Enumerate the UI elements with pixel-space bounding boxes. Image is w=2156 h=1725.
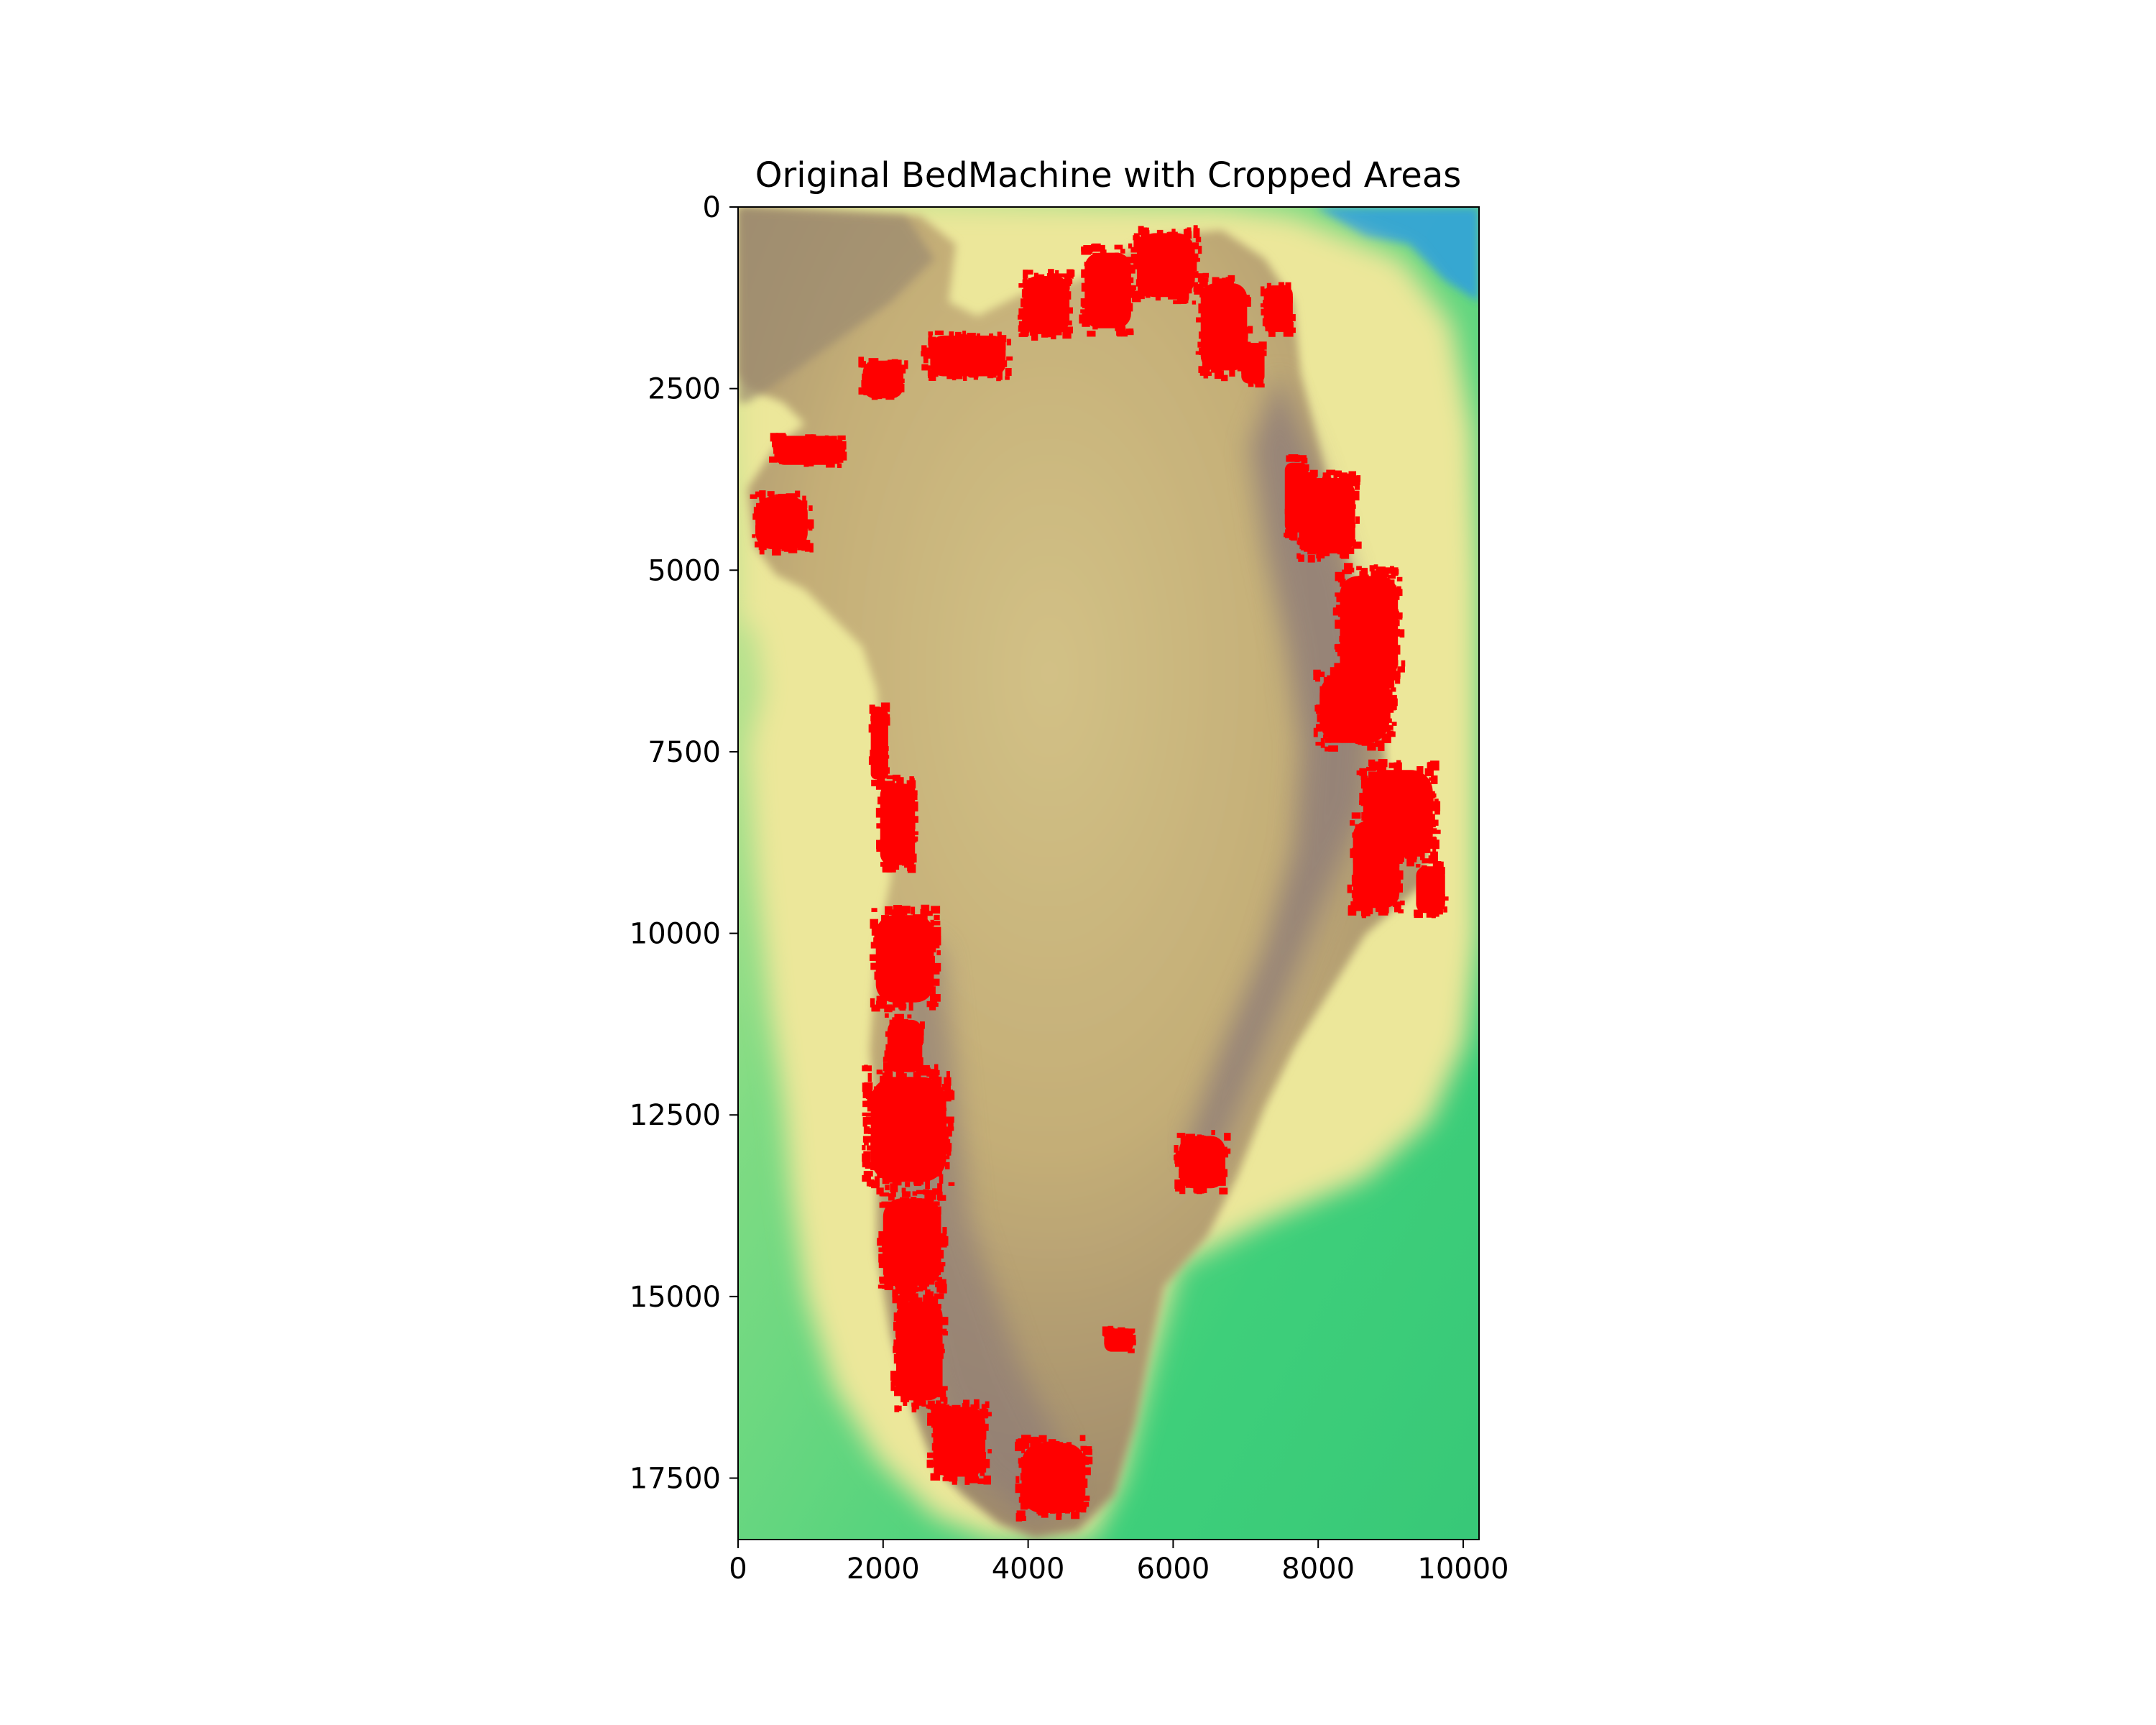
cropped-region xyxy=(1260,282,1296,337)
cropped-region xyxy=(1313,666,1398,752)
chart-title: Original BedMachine with Cropped Areas xyxy=(755,155,1462,196)
cropped-region xyxy=(869,904,941,1013)
cropped-region xyxy=(1241,341,1267,388)
east-mountains xyxy=(1186,374,1373,1164)
cropped-region xyxy=(1015,1435,1093,1522)
cropped-region xyxy=(858,356,908,400)
cropped-region xyxy=(926,1399,992,1485)
x-axis: 0 2000 4000 6000 8000 10000 xyxy=(729,1540,1509,1586)
cropped-region xyxy=(1017,269,1075,341)
y-tick-label: 2500 xyxy=(648,373,721,406)
cropped-region xyxy=(1102,1325,1136,1353)
deep-water-patch xyxy=(1315,207,1479,302)
cropped-areas xyxy=(750,225,1449,1522)
y-tick-label: 10000 xyxy=(630,918,721,951)
x-tick-label: 6000 xyxy=(1137,1552,1210,1586)
northwest-lowlands xyxy=(738,207,934,402)
x-tick-label: 0 xyxy=(729,1552,747,1586)
cropped-region xyxy=(1414,861,1449,919)
cropped-region xyxy=(1174,1130,1231,1195)
cropped-region xyxy=(921,330,1013,382)
cropped-region xyxy=(1332,563,1406,694)
x-tick-label: 4000 xyxy=(992,1552,1065,1586)
y-tick-label: 17500 xyxy=(630,1463,721,1496)
y-tick-label: 12500 xyxy=(630,1099,721,1132)
cropped-region xyxy=(1195,272,1253,382)
cropped-region xyxy=(1296,469,1362,563)
y-axis: 0 2500 5000 7500 10000 12500 15000 17500 xyxy=(630,191,738,1496)
cropped-region xyxy=(883,1013,925,1079)
cropped-region xyxy=(1130,225,1202,305)
y-tick-label: 15000 xyxy=(630,1281,721,1314)
y-tick-label: 5000 xyxy=(648,554,721,587)
cropped-region xyxy=(862,1064,955,1195)
cropped-region xyxy=(768,433,847,469)
bed-elevation-map xyxy=(738,207,1479,1540)
cropped-region xyxy=(875,774,918,873)
cropped-region xyxy=(890,1289,949,1413)
cropped-region xyxy=(750,490,814,556)
x-tick-label: 10000 xyxy=(1417,1552,1508,1586)
cropped-region xyxy=(1079,243,1137,337)
cropped-region xyxy=(877,1187,949,1295)
x-tick-label: 8000 xyxy=(1281,1552,1355,1586)
x-tick-label: 2000 xyxy=(847,1552,920,1586)
y-tick-label: 0 xyxy=(703,191,721,224)
cropped-region xyxy=(1355,759,1441,868)
axes-frame xyxy=(737,206,1480,1540)
cropped-region xyxy=(868,702,890,786)
cropped-region xyxy=(1347,810,1406,919)
y-tick-label: 7500 xyxy=(648,736,721,769)
